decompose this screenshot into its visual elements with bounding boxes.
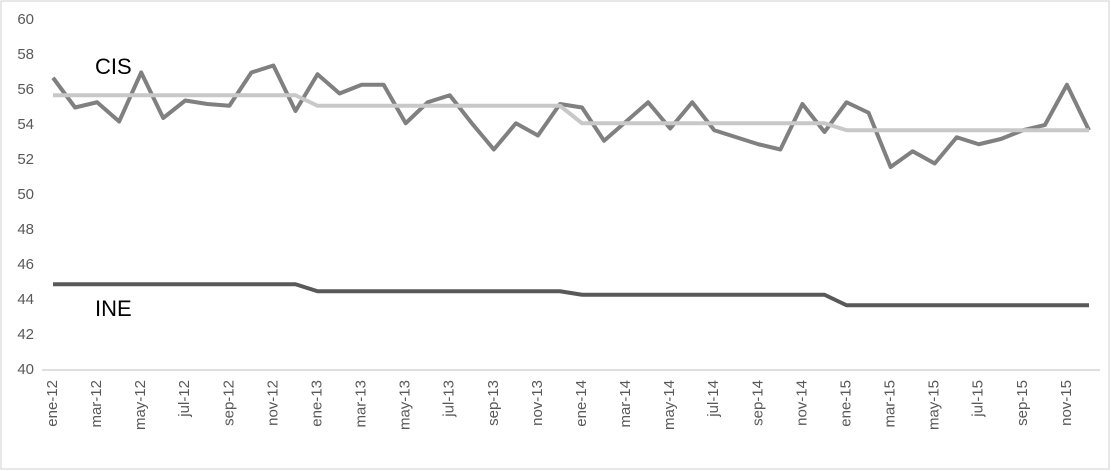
x-tick-label: sep-13	[485, 380, 502, 426]
y-tick-label: 54	[17, 116, 34, 133]
x-tick-label: mar-14	[617, 380, 634, 428]
x-tick-label: ene-15	[837, 380, 854, 427]
y-tick-label: 50	[17, 186, 34, 203]
series-line	[53, 93, 1089, 133]
x-tick-label: may-13	[397, 380, 414, 430]
x-tick-label: nov-12	[264, 380, 281, 426]
x-tick-label: jul-15	[970, 380, 987, 418]
x-tick-label: nov-13	[529, 380, 546, 426]
x-tick-label: nov-14	[793, 380, 810, 426]
x-tick-label: mar-15	[882, 380, 899, 428]
series-label: INE	[95, 296, 132, 321]
y-tick-label: 40	[17, 361, 34, 378]
x-tick-label: nov-15	[1058, 380, 1075, 426]
x-tick-label: jul-14	[705, 380, 722, 418]
y-tick-label: 52	[17, 151, 34, 168]
series-line	[53, 282, 1089, 308]
y-tick-label: 44	[17, 291, 34, 308]
y-tick-label: 58	[17, 46, 34, 63]
x-tick-label: mar-12	[88, 380, 105, 428]
y-tick-label: 46	[17, 256, 34, 273]
x-tick-label: ene-14	[573, 380, 590, 427]
x-tick-label: ene-12	[44, 380, 61, 427]
x-tick-label: sep-12	[220, 380, 237, 426]
x-tick-label: may-14	[661, 380, 678, 430]
y-tick-label: 48	[17, 221, 34, 238]
series-line	[51, 63, 1091, 169]
x-tick-label: mar-13	[353, 380, 370, 428]
x-tick-label: may-15	[926, 380, 943, 430]
y-tick-label: 56	[17, 81, 34, 98]
y-tick-label: 42	[17, 326, 34, 343]
series-label: CIS	[95, 54, 132, 79]
x-tick-label: jul-13	[441, 380, 458, 418]
x-tick-label: sep-14	[749, 380, 766, 426]
x-tick-label: sep-15	[1014, 380, 1031, 426]
x-tick-label: may-12	[132, 380, 149, 430]
y-tick-label: 60	[17, 11, 34, 28]
x-tick-label: jul-12	[176, 380, 193, 418]
x-tick-label: ene-13	[308, 380, 325, 427]
